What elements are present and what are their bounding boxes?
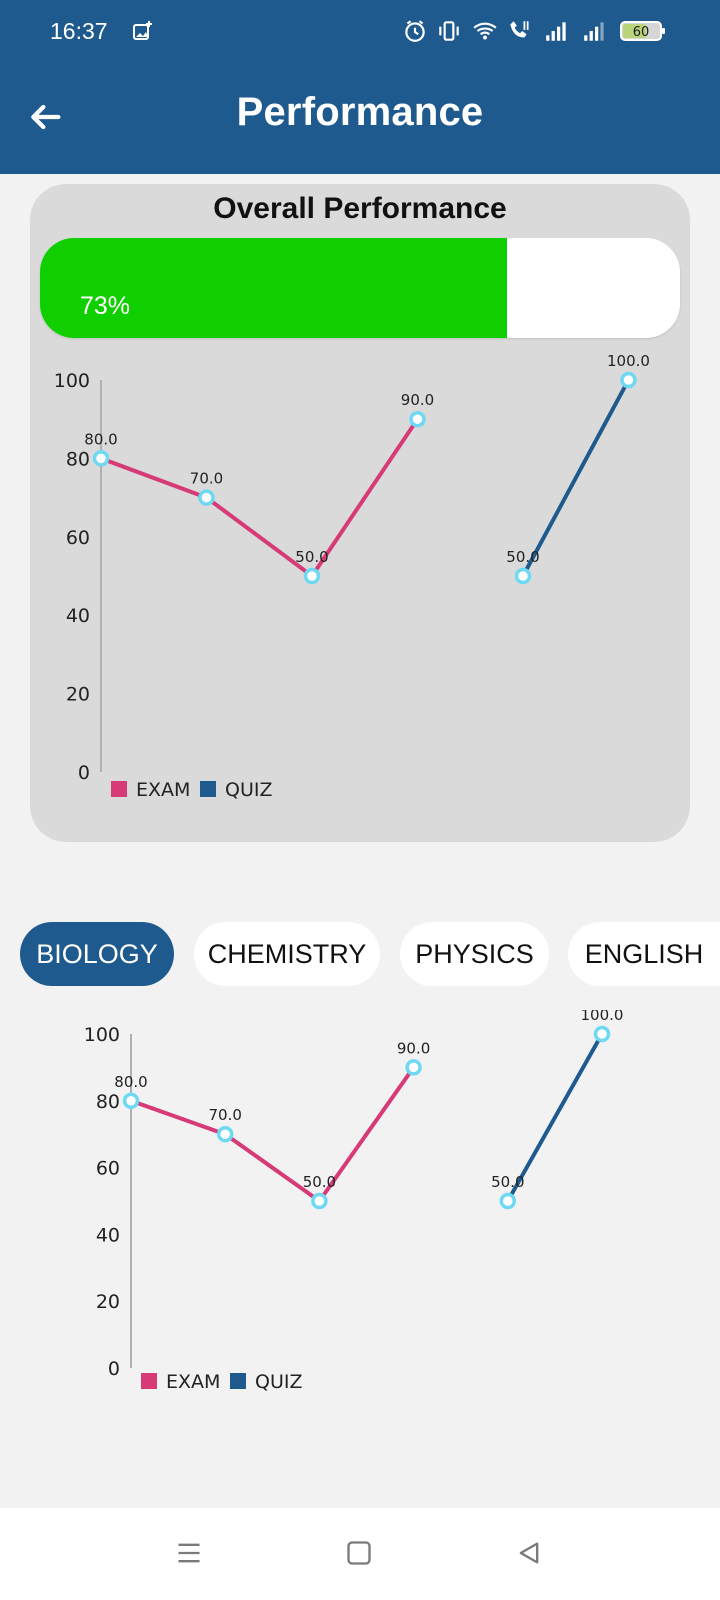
y-tick-label: 60	[66, 527, 90, 549]
data-label: 100.0	[581, 1010, 624, 1024]
y-tick-label: 40	[66, 605, 90, 627]
vibrate-icon	[436, 16, 462, 46]
series-line-quiz	[521, 379, 631, 577]
signal-icon	[542, 16, 572, 46]
battery-level: 60	[633, 25, 650, 40]
tab-english[interactable]: ENGLISH	[568, 922, 720, 986]
overall-performance-card: Overall Performance 73% 0 20 40 60 80 100 80.0…	[30, 184, 690, 842]
data-label: 50.0	[303, 1173, 336, 1191]
data-point-quiz	[499, 1192, 517, 1210]
tab-biology[interactable]: BIOLOGY	[20, 922, 174, 986]
y-tick-label: 0	[108, 1358, 120, 1380]
home-square-icon	[347, 1541, 371, 1565]
data-label: 80.0	[114, 1073, 147, 1091]
data-point-exam	[92, 450, 110, 467]
data-point-exam	[303, 567, 321, 585]
status-bar: 16:37	[0, 0, 720, 66]
overall-line-chart: 0 20 40 60 80 100 80.0 70.0 50.0 90.0 50.0 100.0 EXA…	[54, 352, 650, 801]
data-label: 50.0	[295, 548, 328, 566]
status-time: 16:37	[50, 18, 108, 44]
data-label: 90.0	[397, 1039, 430, 1057]
data-label: 50.0	[491, 1173, 524, 1191]
menu-nav-button[interactable]	[168, 1532, 210, 1574]
series-line-quiz	[506, 1033, 604, 1202]
data-point-quiz	[593, 1025, 611, 1043]
y-tick-label: 100	[54, 370, 90, 392]
legend-label-quiz: QUIZ	[225, 779, 272, 801]
tab-chemistry[interactable]: CHEMISTRY	[194, 922, 380, 986]
overall-performance-title: Overall Performance	[213, 192, 507, 225]
alarm-icon	[402, 16, 428, 46]
subject-tabs: BIOLOGY CHEMISTRY PHYSICS ENGLISH	[0, 922, 720, 986]
y-tick-label: 80	[66, 448, 90, 470]
back-nav-button[interactable]	[508, 1532, 550, 1574]
image-add-icon	[130, 16, 154, 46]
home-nav-button[interactable]	[338, 1532, 380, 1574]
data-point-exam	[122, 1092, 140, 1110]
y-tick-label: 0	[78, 762, 90, 784]
y-tick-label: 20	[66, 684, 90, 706]
data-point-exam	[409, 410, 426, 428]
system-navigation-bar	[0, 1508, 720, 1600]
series-line-exam	[100, 418, 420, 578]
data-label: 80.0	[84, 430, 117, 448]
app-bar: Performance	[0, 66, 720, 174]
battery-icon: 60	[620, 16, 666, 46]
data-label: 100.0	[607, 352, 650, 370]
data-point-exam	[405, 1059, 422, 1076]
y-tick-label: 100	[84, 1024, 120, 1046]
legend-label-exam: EXAM	[166, 1371, 220, 1393]
legend-label-exam: EXAM	[136, 779, 190, 801]
back-triangle-icon	[519, 1542, 539, 1564]
y-tick-label: 60	[96, 1158, 120, 1180]
data-point-exam	[198, 489, 215, 506]
data-point-exam	[311, 1192, 328, 1210]
data-label: 90.0	[401, 391, 434, 409]
progress-fill	[40, 238, 508, 338]
progress-label: 73%	[80, 292, 131, 320]
legend-swatch-exam	[141, 1373, 157, 1389]
data-point-quiz	[514, 567, 532, 585]
data-label: 70.0	[190, 470, 223, 488]
menu-icon	[178, 1543, 200, 1563]
overall-progress-bar: 73%	[40, 238, 680, 338]
y-tick-label: 40	[96, 1224, 120, 1246]
wifi-icon	[470, 16, 500, 46]
tab-physics[interactable]: PHYSICS	[400, 922, 549, 986]
signal-icon	[580, 16, 610, 46]
y-tick-label: 80	[96, 1091, 120, 1113]
legend-swatch-quiz	[200, 781, 216, 797]
y-tick-label: 20	[96, 1291, 120, 1313]
legend-label-quiz: QUIZ	[255, 1371, 302, 1393]
data-point-exam	[216, 1125, 234, 1143]
series-line-exam	[130, 1066, 416, 1203]
data-label: 50.0	[506, 548, 539, 566]
data-point-quiz	[620, 371, 637, 389]
data-label: 70.0	[208, 1106, 241, 1124]
legend-swatch-exam	[111, 781, 127, 797]
biology-line-chart: 0 20 40 60 80 100 80.0 70.0 50.0 90.0 50.0 100.0 EXA…	[84, 1010, 624, 1393]
page-title: Performance	[236, 90, 484, 134]
back-button[interactable]	[18, 90, 72, 144]
legend-swatch-quiz	[230, 1373, 246, 1389]
back-arrow-icon	[31, 104, 61, 130]
call-icon	[504, 16, 534, 46]
